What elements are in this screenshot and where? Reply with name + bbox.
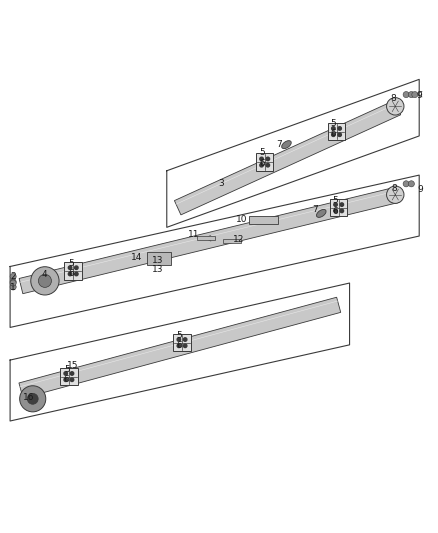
Text: 6: 6 <box>260 159 265 168</box>
Text: 7: 7 <box>276 140 282 149</box>
Ellipse shape <box>317 209 326 217</box>
Text: 10: 10 <box>237 215 248 224</box>
Circle shape <box>39 274 51 287</box>
Text: 16: 16 <box>23 393 35 402</box>
Text: 6: 6 <box>176 341 182 350</box>
Text: 5: 5 <box>176 331 182 340</box>
Circle shape <box>387 98 404 115</box>
Text: 1: 1 <box>10 283 16 292</box>
Circle shape <box>10 280 16 286</box>
Text: 14: 14 <box>131 253 142 262</box>
Circle shape <box>27 393 38 404</box>
Circle shape <box>70 378 74 382</box>
FancyBboxPatch shape <box>330 199 347 216</box>
Polygon shape <box>19 297 341 398</box>
Circle shape <box>408 181 414 187</box>
Circle shape <box>177 338 180 341</box>
Text: 11: 11 <box>188 230 199 239</box>
Text: 5: 5 <box>64 365 70 374</box>
Text: 5: 5 <box>260 148 265 157</box>
FancyBboxPatch shape <box>173 334 191 351</box>
Text: 7: 7 <box>312 205 318 214</box>
Text: 2: 2 <box>11 272 16 281</box>
Circle shape <box>340 209 343 213</box>
Circle shape <box>184 344 187 348</box>
Text: 4: 4 <box>41 270 47 279</box>
Circle shape <box>10 284 16 290</box>
Circle shape <box>20 386 46 412</box>
Circle shape <box>266 157 269 160</box>
FancyBboxPatch shape <box>223 239 241 244</box>
Circle shape <box>334 203 337 206</box>
Text: 13: 13 <box>152 256 164 265</box>
Circle shape <box>74 272 78 276</box>
Text: 5: 5 <box>333 196 339 205</box>
Text: 6: 6 <box>68 269 74 278</box>
Circle shape <box>266 164 269 167</box>
Circle shape <box>260 164 263 167</box>
Polygon shape <box>19 187 399 294</box>
Circle shape <box>10 279 16 285</box>
Circle shape <box>74 266 78 270</box>
Circle shape <box>332 127 335 130</box>
Circle shape <box>10 273 16 279</box>
Text: 12: 12 <box>233 235 244 244</box>
Polygon shape <box>174 101 401 215</box>
Circle shape <box>260 157 263 160</box>
Circle shape <box>412 92 418 98</box>
Circle shape <box>64 372 67 375</box>
Text: 5: 5 <box>68 259 74 268</box>
Circle shape <box>338 133 341 136</box>
Circle shape <box>387 186 404 204</box>
Circle shape <box>403 181 409 187</box>
Circle shape <box>338 127 341 130</box>
Text: 9: 9 <box>417 91 422 100</box>
Text: 8: 8 <box>390 94 396 102</box>
Text: 15: 15 <box>67 361 78 370</box>
Text: 3: 3 <box>218 179 224 188</box>
Text: 6: 6 <box>64 375 70 384</box>
Circle shape <box>334 209 337 213</box>
FancyBboxPatch shape <box>60 368 78 385</box>
Text: 6: 6 <box>331 130 336 138</box>
Circle shape <box>184 338 187 341</box>
Circle shape <box>408 92 414 98</box>
Text: 6: 6 <box>333 207 339 216</box>
FancyBboxPatch shape <box>197 236 215 240</box>
Circle shape <box>177 344 180 348</box>
Text: 9: 9 <box>417 185 424 195</box>
Circle shape <box>332 133 335 136</box>
Circle shape <box>70 372 74 375</box>
Circle shape <box>340 203 343 206</box>
FancyBboxPatch shape <box>328 123 345 140</box>
FancyBboxPatch shape <box>250 216 278 224</box>
FancyBboxPatch shape <box>64 262 82 279</box>
Text: 13: 13 <box>152 265 164 274</box>
FancyBboxPatch shape <box>147 252 171 265</box>
Circle shape <box>68 272 72 276</box>
Circle shape <box>68 266 72 270</box>
Circle shape <box>31 266 59 295</box>
Circle shape <box>64 378 67 382</box>
FancyBboxPatch shape <box>256 154 273 171</box>
Text: 8: 8 <box>392 184 397 192</box>
Text: 5: 5 <box>331 119 336 128</box>
Circle shape <box>403 92 409 98</box>
Ellipse shape <box>282 141 291 149</box>
